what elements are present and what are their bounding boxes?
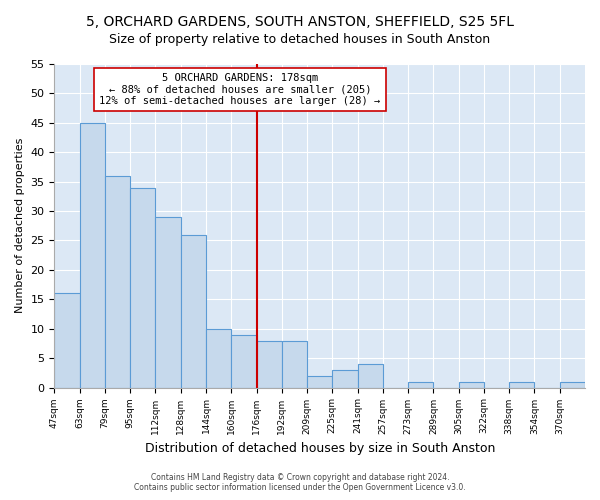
Bar <box>80 123 105 388</box>
Bar <box>509 382 535 388</box>
Bar <box>560 382 585 388</box>
Bar <box>458 382 484 388</box>
Bar <box>231 334 257 388</box>
Bar <box>257 340 282 388</box>
Bar <box>282 340 307 388</box>
Bar <box>155 217 181 388</box>
Text: Contains HM Land Registry data © Crown copyright and database right 2024.
Contai: Contains HM Land Registry data © Crown c… <box>134 473 466 492</box>
Bar <box>358 364 383 388</box>
Text: Size of property relative to detached houses in South Anston: Size of property relative to detached ho… <box>109 32 491 46</box>
Bar <box>206 328 231 388</box>
Bar <box>130 188 155 388</box>
Text: 5 ORCHARD GARDENS: 178sqm
← 88% of detached houses are smaller (205)
12% of semi: 5 ORCHARD GARDENS: 178sqm ← 88% of detac… <box>100 73 381 106</box>
Text: 5, ORCHARD GARDENS, SOUTH ANSTON, SHEFFIELD, S25 5FL: 5, ORCHARD GARDENS, SOUTH ANSTON, SHEFFI… <box>86 15 514 29</box>
Bar <box>408 382 433 388</box>
X-axis label: Distribution of detached houses by size in South Anston: Distribution of detached houses by size … <box>145 442 495 455</box>
Y-axis label: Number of detached properties: Number of detached properties <box>15 138 25 314</box>
Bar <box>55 294 80 388</box>
Bar <box>181 234 206 388</box>
Bar <box>105 176 130 388</box>
Bar <box>332 370 358 388</box>
Bar <box>307 376 332 388</box>
